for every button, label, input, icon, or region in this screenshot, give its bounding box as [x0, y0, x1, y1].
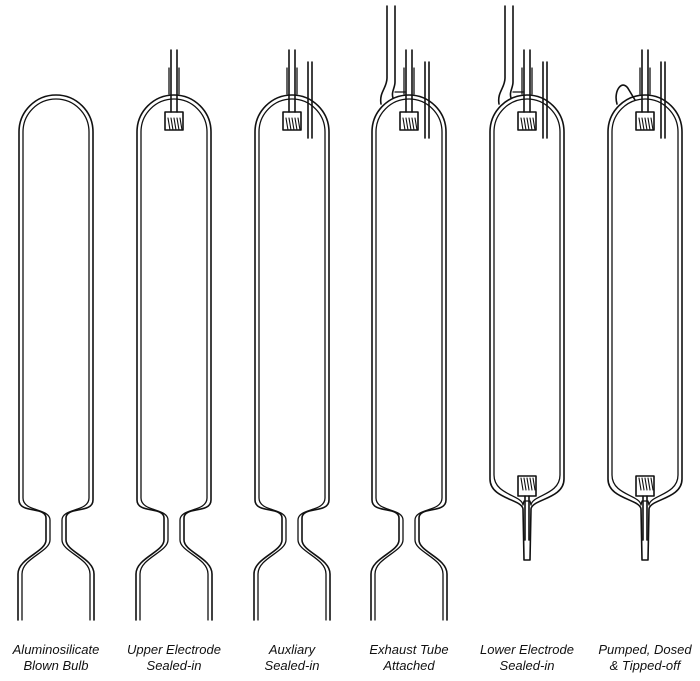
upper-electrode-seal — [168, 67, 180, 95]
lower-electrode-coil — [638, 477, 642, 491]
upper-electrode-coil — [297, 117, 301, 131]
lower-electrode-coil — [520, 477, 524, 491]
caption-stage-5-line1: Lower Electrode — [480, 642, 574, 657]
upper-electrode-coil — [294, 117, 298, 131]
upper-electrode-coil — [638, 117, 642, 131]
auxiliary-aux-lead — [307, 61, 313, 139]
upper-electrode-coil — [288, 117, 292, 131]
upper-electrode-coil — [170, 117, 174, 131]
upper-electrode-coil — [408, 117, 412, 131]
caption-stage-3: Auxliary Sealed-in — [232, 642, 352, 674]
inner-envelope — [139, 98, 209, 621]
upper-electrode-coil — [532, 117, 536, 131]
upper-electrode-coil — [179, 117, 183, 131]
inner-envelope — [611, 98, 679, 506]
outer-envelope — [253, 94, 331, 621]
lamp-stage-5 — [489, 5, 565, 561]
tipped-off-stub — [615, 84, 636, 105]
caption-stage-2-line1: Upper Electrode — [127, 642, 221, 657]
lower-electrode-coil — [523, 477, 527, 491]
caption-stage-2: Upper Electrode Sealed-in — [114, 642, 234, 674]
caption-stage-4-line2: Attached — [383, 658, 435, 673]
upper-electrode-seal — [403, 67, 415, 95]
upper-electrode-coil — [176, 117, 180, 131]
upper-electrode-cup — [517, 111, 537, 131]
exhaust-tube — [497, 5, 514, 105]
inner-envelope — [257, 98, 327, 621]
caption-stage-6: Pumped, Dosed & Tipped-off — [585, 642, 700, 674]
caption-stage-6-line2: & Tipped-off — [609, 658, 681, 673]
lower-electrode-coil — [532, 477, 536, 491]
upper-electrode-coil — [641, 117, 645, 131]
inner-envelope — [374, 98, 444, 621]
outer-envelope — [135, 94, 213, 621]
caption-stage-6-line1: Pumped, Dosed — [598, 642, 692, 657]
lamp-stage-1 — [17, 94, 95, 621]
upper-electrode-coil — [523, 117, 527, 131]
outer-envelope — [17, 94, 95, 621]
lamp-stage-3 — [253, 49, 331, 621]
upper-electrode-cup — [282, 111, 302, 131]
upper-electrode-coil — [414, 117, 418, 131]
caption-stage-3-line1: Auxliary — [268, 642, 316, 657]
caption-stage-5: Lower Electrode Sealed-in — [467, 642, 587, 674]
caption-stage-4: Exhaust Tube Attached — [349, 642, 469, 674]
outer-envelope — [607, 94, 683, 561]
caption-stage-1: Aluminosilicate Blown Bulb — [0, 642, 116, 674]
exhaust-tube — [379, 5, 396, 105]
caption-stage-2-line2: Sealed-in — [146, 658, 202, 673]
upper-electrode-coil — [647, 117, 651, 131]
lamp-stage-6 — [607, 49, 683, 561]
upper-electrode-cup — [635, 111, 655, 131]
outer-envelope — [489, 94, 565, 561]
upper-electrode-coil — [526, 117, 530, 131]
lower-electrode-cup — [517, 475, 537, 497]
lower-electrode-coil — [647, 477, 651, 491]
caption-stage-5-line2: Sealed-in — [499, 658, 555, 673]
inner-envelope — [21, 98, 91, 621]
caption-stage-1-line1: Aluminosilicate — [12, 642, 100, 657]
lamp-stage-2 — [135, 49, 213, 621]
upper-electrode-seal — [639, 67, 651, 95]
caption-stage-1-line2: Blown Bulb — [23, 658, 89, 673]
upper-electrode-coil — [173, 117, 177, 131]
upper-electrode-coil — [529, 117, 533, 131]
upper-electrode-seal — [521, 67, 533, 95]
outer-envelope — [370, 94, 448, 621]
upper-electrode-coil — [644, 117, 648, 131]
auxiliary-aux-lead — [424, 61, 430, 139]
lower-electrode-coil — [526, 477, 530, 491]
lamp-stage-4 — [370, 5, 448, 621]
upper-electrode-coil — [411, 117, 415, 131]
upper-electrode-coil — [520, 117, 524, 131]
upper-electrode-coil — [405, 117, 409, 131]
auxiliary-aux-lead — [660, 61, 666, 139]
lower-electrode-coil — [641, 477, 645, 491]
lower-electrode-cup — [635, 475, 655, 497]
upper-electrode-coil — [402, 117, 406, 131]
lower-electrode-coil — [644, 477, 648, 491]
upper-electrode-coil — [167, 117, 171, 131]
upper-electrode-seal — [286, 67, 298, 95]
lower-electrode-coil — [650, 477, 654, 491]
lower-electrode-coil — [529, 477, 533, 491]
upper-electrode-coil — [285, 117, 289, 131]
inner-envelope — [493, 98, 561, 506]
auxiliary-aux-lead — [542, 61, 548, 139]
upper-electrode-coil — [650, 117, 654, 131]
caption-stage-4-line1: Exhaust Tube — [369, 642, 449, 657]
upper-electrode-coil — [291, 117, 295, 131]
upper-electrode-cup — [164, 111, 184, 131]
caption-stage-3-line2: Sealed-in — [264, 658, 320, 673]
upper-electrode-cup — [399, 111, 419, 131]
